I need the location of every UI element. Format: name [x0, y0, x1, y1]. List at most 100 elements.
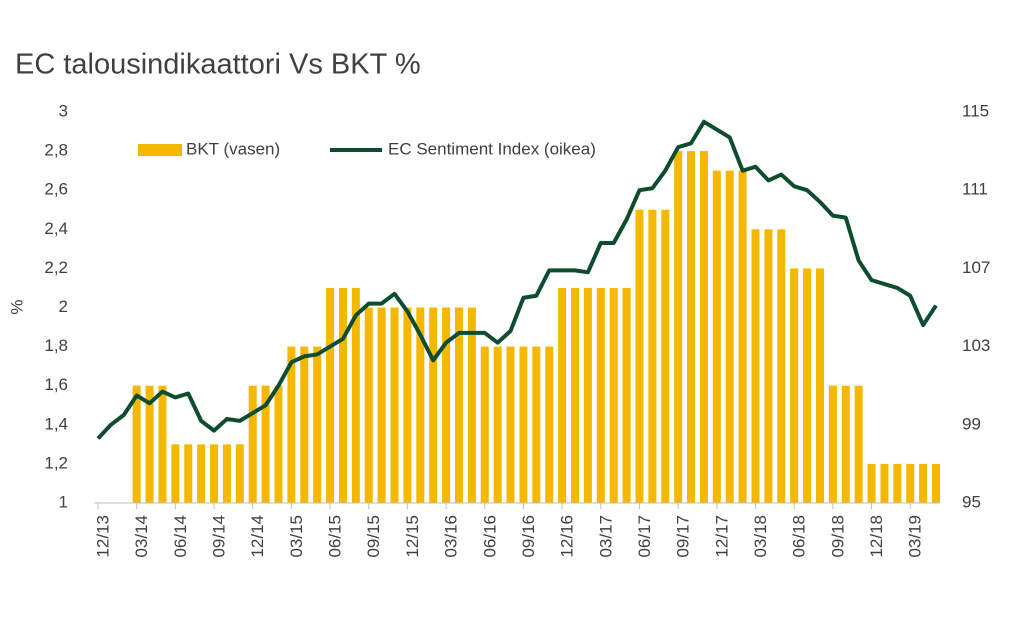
bar [506, 346, 515, 503]
x-tick-label: 03/15 [287, 515, 306, 558]
bar [725, 170, 734, 503]
bar [390, 307, 399, 503]
bar [854, 385, 863, 503]
bar [751, 229, 760, 504]
bar [777, 229, 786, 504]
bar [467, 307, 476, 503]
x-tick-label: 09/14 [210, 515, 229, 558]
y-tick-label: 2,8 [44, 141, 68, 160]
bar [403, 307, 412, 503]
x-tick-label: 09/16 [519, 515, 538, 558]
bar [197, 444, 206, 503]
x-tick-label: 06/14 [171, 515, 190, 558]
bar [210, 444, 219, 503]
x-tick-label: 09/17 [674, 515, 693, 558]
x-tick-label: 03/17 [596, 515, 615, 558]
bar [815, 268, 824, 503]
bar [171, 444, 180, 503]
y2-tick-label: 99 [962, 414, 981, 433]
bar [158, 385, 167, 503]
bar [480, 346, 489, 503]
bar [932, 463, 940, 503]
bar [519, 346, 528, 503]
x-tick-label: 06/16 [480, 515, 499, 558]
bar [738, 170, 747, 503]
bar [841, 385, 850, 503]
bar [687, 151, 696, 503]
x-tick-label: 06/18 [790, 515, 809, 558]
bar [493, 346, 502, 503]
y-tick-label: 3 [59, 101, 68, 120]
x-tick-label: 03/14 [132, 515, 151, 558]
bar [338, 287, 347, 503]
bar [622, 287, 631, 503]
y2-tick-label: 111 [962, 180, 988, 199]
x-tick-label: 12/16 [558, 515, 577, 558]
bar [222, 444, 231, 503]
bar [803, 268, 812, 503]
bar [906, 463, 915, 503]
legend-label: EC Sentiment Index (oikea) [388, 139, 596, 158]
bar [712, 170, 721, 503]
bar [674, 151, 683, 503]
legend-label: BKT (vasen) [186, 139, 280, 158]
x-tick-label: 12/15 [403, 515, 422, 558]
bar [300, 346, 309, 503]
x-tick-label: 09/18 [828, 515, 847, 558]
x-tick-label: 12/13 [93, 515, 112, 558]
bar [699, 151, 708, 503]
bar [454, 307, 463, 503]
x-tick-label: 09/15 [364, 515, 383, 558]
bar [184, 444, 193, 503]
x-tick-label: 03/18 [751, 515, 770, 558]
bar [416, 307, 425, 503]
bar [326, 287, 335, 503]
bar [313, 346, 322, 503]
bar [261, 385, 270, 503]
bar [635, 209, 644, 503]
bar [880, 463, 889, 503]
y-tick-label: 2,6 [44, 180, 68, 199]
bar [893, 463, 902, 503]
bar [764, 229, 773, 504]
bar [828, 385, 837, 503]
y-tick-label: 1,4 [44, 414, 68, 433]
y-tick-label: 2 [59, 297, 68, 316]
y-axis-label: % [7, 299, 26, 314]
bar [235, 444, 244, 503]
bar [442, 307, 451, 503]
bar [661, 209, 670, 503]
x-tick-label: 03/19 [906, 515, 925, 558]
y-tick-label: 1,8 [44, 336, 68, 355]
y-tick-label: 1,6 [44, 375, 68, 394]
bar [145, 385, 154, 503]
bar [583, 287, 592, 503]
y2-tick-label: 115 [962, 101, 989, 120]
x-tick-label: 12/18 [867, 515, 886, 558]
bar [609, 287, 618, 503]
bar [596, 287, 605, 503]
bar [558, 287, 567, 503]
y-tick-label: 2,2 [44, 258, 68, 277]
bar [132, 385, 141, 503]
bar [364, 307, 373, 503]
legend-swatch [138, 144, 182, 156]
bar [648, 209, 657, 503]
bar [248, 385, 257, 503]
x-tick-label: 12/17 [712, 515, 731, 558]
y-tick-label: 2,4 [44, 219, 68, 238]
bar [429, 307, 438, 503]
bar [532, 346, 541, 503]
x-tick-label: 03/16 [442, 515, 461, 558]
line [96, 119, 938, 440]
chart-title: EC talousindikaattori Vs BKT % [15, 49, 421, 81]
bar [545, 346, 554, 503]
y2-tick-label: 95 [962, 492, 981, 511]
bar [790, 268, 799, 503]
bar [351, 287, 360, 503]
bar [867, 463, 876, 503]
bar [919, 463, 928, 503]
y-tick-label: 1 [59, 492, 68, 511]
bar [287, 346, 296, 503]
